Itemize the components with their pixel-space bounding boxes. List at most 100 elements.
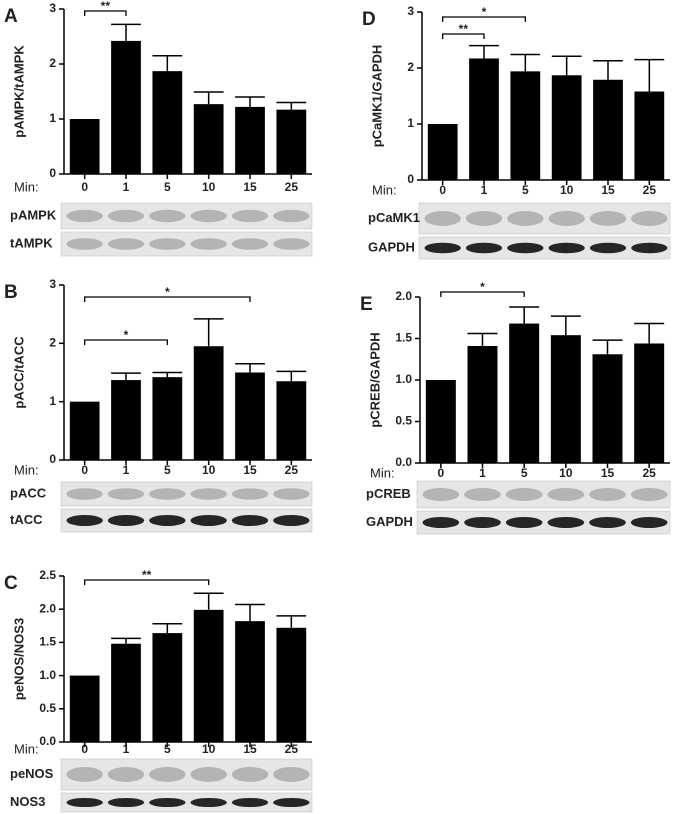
bar [69, 675, 100, 742]
x-tick-label: 1 [481, 183, 488, 197]
blot-band [465, 211, 503, 226]
blot-strip [416, 480, 671, 509]
x-tick-label: 5 [164, 463, 171, 477]
y-tick-label: 0 [49, 452, 56, 466]
blot-band [107, 767, 145, 782]
blot-label: GAPDH [366, 514, 413, 529]
bar [193, 346, 224, 460]
significance-label: ** [459, 22, 469, 36]
bar [509, 323, 540, 463]
x-prefix: Min: [14, 179, 39, 194]
blot-band [422, 488, 460, 501]
blot-band [66, 514, 103, 527]
blot-band [66, 767, 103, 782]
blot-label: pCREB [366, 486, 411, 501]
blot-strip [418, 236, 671, 260]
y-tick-label: 2.0 [395, 289, 412, 303]
x-tick-label: 5 [522, 183, 529, 197]
x-prefix: Min: [372, 182, 397, 197]
blot-band [231, 514, 269, 527]
x-tick-label: 1 [123, 463, 130, 477]
blot-band [190, 488, 227, 500]
x-tick-label: 1 [123, 180, 130, 194]
panel-letter: C [4, 573, 18, 594]
blot-band [190, 797, 227, 808]
y-tick-label: 2 [49, 336, 56, 350]
y-tick-label: 3 [49, 1, 56, 15]
blot-band [107, 514, 145, 527]
blot-band [66, 209, 103, 223]
y-axis-label: peNOS/NOS3 [11, 618, 26, 700]
blot-band [505, 488, 543, 501]
y-tick-label: 0.0 [39, 734, 56, 748]
blot-band [66, 238, 103, 250]
bar [69, 119, 100, 174]
y-tick-label: 2.5 [39, 568, 56, 582]
significance-bracket [442, 16, 526, 22]
blot-band [464, 488, 501, 501]
blot-band [630, 516, 668, 529]
x-tick-label: 0 [81, 742, 88, 756]
blot-band [149, 238, 186, 250]
y-tick-label: 2.0 [39, 601, 56, 615]
x-tick-label: 10 [202, 742, 216, 756]
blot-strip [416, 510, 671, 535]
panel-letter: A [4, 6, 18, 27]
y-tick-label: 1 [49, 111, 56, 125]
blot-band [273, 514, 310, 527]
panel-letter: B [4, 282, 18, 303]
x-tick-label: 5 [521, 466, 528, 480]
significance-bracket [84, 339, 168, 345]
blot-band [273, 209, 310, 223]
blot-band [589, 488, 626, 501]
x-tick-label: 15 [601, 466, 615, 480]
bar [593, 79, 623, 180]
y-axis-label: pCaMK1/GAPDH [369, 45, 384, 148]
bar [69, 401, 100, 460]
blot-band [66, 488, 103, 500]
bar [152, 71, 183, 174]
y-tick-label: 0.5 [395, 414, 412, 428]
y-axis-label: pAMPK/tAMPK [11, 45, 26, 138]
x-tick-label: 0 [81, 180, 88, 194]
x-prefix: Min: [370, 465, 395, 480]
blot-band [464, 516, 501, 529]
significance-bracket [84, 296, 251, 302]
x-tick-label: 5 [164, 180, 171, 194]
blot-band [424, 242, 461, 254]
blot-label: pAMPK [10, 207, 57, 222]
x-tick-label: 0 [81, 463, 88, 477]
blot-band [107, 209, 145, 223]
blot-band [273, 797, 310, 808]
bar [193, 104, 224, 174]
x-tick-label: 15 [243, 463, 257, 477]
bar [276, 109, 307, 174]
blot-label: peNOS [10, 766, 54, 781]
significance-bracket [440, 291, 525, 297]
blot-band [589, 211, 627, 226]
significance-label: * [165, 285, 170, 299]
blot-label: pCaMK1 [368, 210, 420, 225]
bar [111, 40, 141, 175]
bar [551, 75, 582, 180]
blot-band [231, 767, 269, 782]
x-prefix: Min: [14, 462, 39, 477]
bar [510, 71, 541, 180]
blot-band [149, 767, 186, 782]
bar [550, 335, 581, 463]
x-tick-label: 1 [123, 742, 130, 756]
y-tick-label: 1.0 [395, 372, 412, 386]
x-tick-label: 10 [559, 466, 573, 480]
blot-band [631, 242, 668, 254]
panel-letter: E [360, 294, 373, 315]
x-tick-label: 0 [439, 183, 446, 197]
panel-letter: D [362, 9, 376, 30]
y-tick-label: 1.0 [39, 668, 56, 682]
significance-bracket [84, 579, 210, 585]
blot-band [465, 242, 503, 254]
x-tick-label: 10 [560, 183, 574, 197]
significance-bracket [442, 33, 485, 39]
blot-label: tACC [10, 512, 43, 527]
blot-band [190, 238, 227, 250]
blot-band [424, 211, 461, 226]
